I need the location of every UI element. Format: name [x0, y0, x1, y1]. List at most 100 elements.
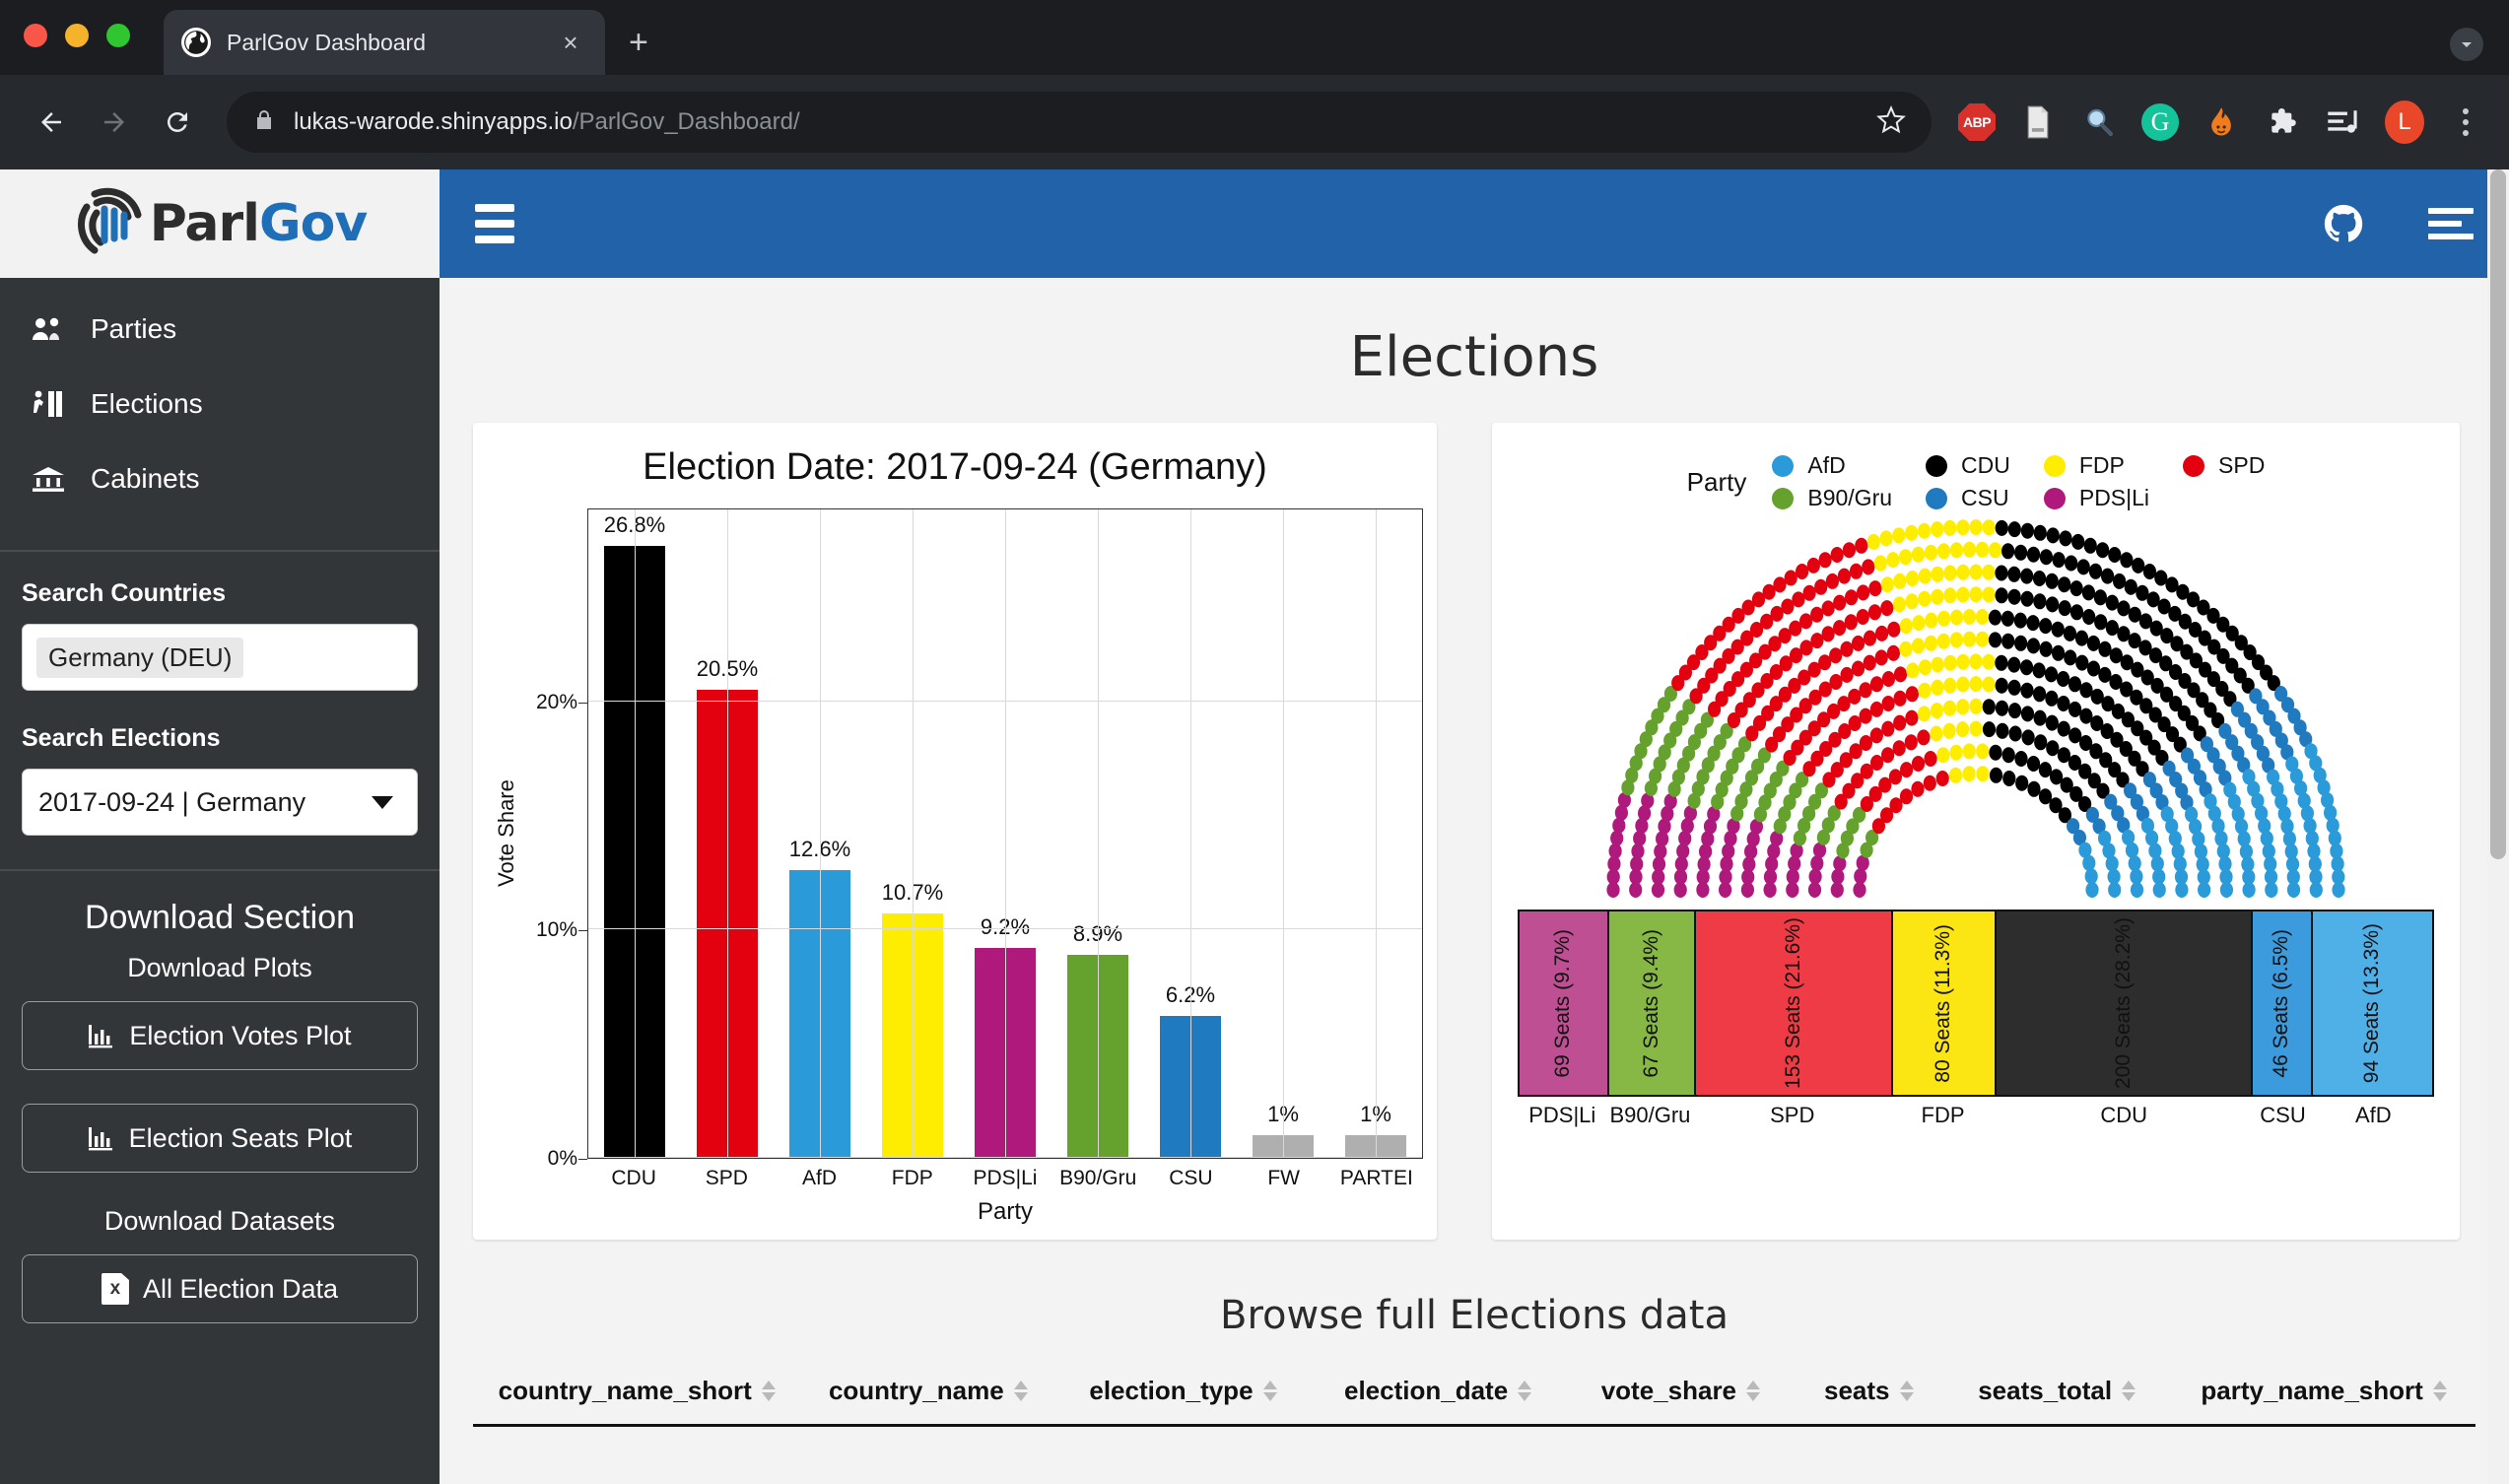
- parliament-seat: [1806, 557, 1820, 573]
- hamburger-icon[interactable]: [475, 204, 514, 243]
- seat-segment-label: 46 Seats (6.5%): [2270, 928, 2293, 1078]
- back-icon[interactable]: [24, 95, 79, 150]
- search-elections-select[interactable]: 2017-09-24 | Germany: [22, 769, 418, 836]
- sort-arrows-icon[interactable]: [2432, 1381, 2447, 1401]
- table-column-header[interactable]: seats_total: [1941, 1376, 2172, 1406]
- parliament-seat: [2204, 702, 2217, 718]
- sort-arrows-icon[interactable]: [1899, 1381, 1914, 1401]
- minimize-window-button[interactable]: [65, 24, 89, 47]
- table-column-header[interactable]: seats: [1796, 1376, 1941, 1406]
- parliament-seat: [1918, 522, 1932, 539]
- parliament-seat: [1760, 613, 1774, 630]
- profile-avatar[interactable]: L: [2385, 101, 2424, 144]
- download-all-election-data-button[interactable]: x All Election Data: [22, 1254, 418, 1323]
- parliament-seat: [2280, 744, 2294, 761]
- browser-tab[interactable]: ParlGov Dashboard ×: [164, 10, 605, 75]
- parliament-seat: [2332, 882, 2345, 898]
- table-column-header[interactable]: election_type: [1055, 1376, 1311, 1406]
- parliament-seat: [2286, 882, 2301, 898]
- sort-arrows-icon[interactable]: [1746, 1381, 1761, 1401]
- new-tab-button[interactable]: +: [629, 24, 648, 61]
- parliament-seat: [2111, 703, 2125, 719]
- parliament-seat: [2065, 555, 2078, 572]
- close-window-button[interactable]: [24, 24, 47, 47]
- puzzle-extension-icon[interactable]: [2263, 102, 2302, 142]
- parliament-seat: [2098, 830, 2112, 846]
- github-icon[interactable]: [2324, 204, 2363, 243]
- election-filter: Search Elections 2017-09-24 | Germany: [0, 691, 440, 836]
- parliament-seat: [2193, 725, 2206, 742]
- parliament-seat: [1633, 830, 1647, 846]
- fire-face-icon[interactable]: [2202, 102, 2241, 142]
- table-column-header[interactable]: vote_share: [1565, 1376, 1796, 1406]
- magnifier-icon[interactable]: [2079, 102, 2119, 142]
- y-tick-label: 10%: [535, 918, 588, 942]
- download-datasets-label: Download Datasets: [103, 1206, 336, 1236]
- parliament-seat: [1791, 739, 1804, 756]
- parliament-seat: [1918, 682, 1932, 699]
- adblock-plus-icon[interactable]: ABP: [1957, 102, 1997, 142]
- parliament-seat: [1995, 654, 2008, 671]
- parliament-seat: [2083, 537, 2097, 554]
- parliament-seat: [2067, 818, 2080, 835]
- maximize-window-button[interactable]: [106, 24, 130, 47]
- sort-arrows-icon[interactable]: [761, 1381, 776, 1401]
- parliament-seat: [2294, 780, 2308, 796]
- bar-value-label: 26.8%: [603, 512, 666, 538]
- parliament-seat: [1769, 696, 1783, 712]
- parliament-seat: [2303, 818, 2317, 834]
- table-column-header[interactable]: party_name_short: [2172, 1376, 2475, 1406]
- table-column-header[interactable]: country_name: [801, 1376, 1056, 1406]
- parliament-seat: [2231, 745, 2245, 762]
- parliament-seat: [2057, 671, 2070, 687]
- download-seats-plot-button[interactable]: Election Seats Plot: [22, 1104, 418, 1173]
- parliament-seat: [2138, 613, 2152, 630]
- align-left-icon[interactable]: [2428, 208, 2474, 239]
- seat-segment-party: B90/Gru: [1609, 1103, 1691, 1127]
- document-icon[interactable]: [2018, 102, 2058, 142]
- table-column-header[interactable]: country_name_short: [473, 1376, 801, 1406]
- bookmark-star-icon[interactable]: [1876, 104, 1906, 140]
- seat-segment-party: CDU: [2100, 1103, 2148, 1127]
- parliament-seat: [2321, 792, 2335, 808]
- parliament-seat: [2277, 805, 2291, 822]
- gridline-v: [1098, 509, 1099, 1158]
- country-token[interactable]: Germany (DEU): [36, 637, 244, 678]
- parliament-seat: [1969, 720, 1983, 737]
- grammarly-icon[interactable]: G: [2140, 102, 2180, 142]
- parliament-seat: [1720, 855, 1733, 872]
- parliament-seat: [1621, 779, 1635, 796]
- parliament-seat: [1810, 606, 1824, 623]
- sidebar-item-cabinets[interactable]: Cabinets: [0, 441, 440, 516]
- sidebar-item-parties[interactable]: Parties: [0, 292, 440, 367]
- chevron-down-icon[interactable]: [2450, 28, 2483, 61]
- browser-menu-icon[interactable]: [2446, 108, 2485, 136]
- scrollbar-thumb[interactable]: [2490, 169, 2506, 859]
- parliament-seat: [2289, 768, 2303, 784]
- parliament-seat: [1924, 635, 1937, 651]
- parliament-seat: [2014, 544, 2028, 561]
- sidebar-item-elections[interactable]: Elections: [0, 367, 440, 441]
- sort-arrows-icon[interactable]: [1518, 1381, 1532, 1401]
- tab-title: ParlGov Dashboard: [227, 29, 426, 55]
- reload-icon[interactable]: [150, 95, 205, 150]
- address-bar[interactable]: lukas-warode.shinyapps.io/ParlGov_Dashbo…: [227, 92, 1932, 153]
- parliament-seat: [2176, 583, 2190, 600]
- table-column-header[interactable]: election_date: [1311, 1376, 1566, 1406]
- parliament-seat: [1880, 576, 1894, 593]
- parliament-seat: [1731, 671, 1745, 688]
- parliament-seat: [2260, 830, 2273, 846]
- forward-icon[interactable]: [87, 95, 142, 150]
- sort-arrows-icon[interactable]: [1262, 1381, 1277, 1401]
- download-votes-plot-button[interactable]: Election Votes Plot: [22, 1001, 418, 1070]
- sort-arrows-icon[interactable]: [2122, 1381, 2136, 1401]
- parliament-seat: [2082, 854, 2096, 871]
- playlist-music-icon[interactable]: [2324, 102, 2363, 142]
- parliament-seat: [1833, 620, 1847, 637]
- parliament-seat: [1860, 796, 1873, 812]
- sort-arrows-icon[interactable]: [1013, 1381, 1028, 1401]
- close-tab-button[interactable]: ×: [563, 28, 578, 57]
- search-countries-input[interactable]: Germany (DEU): [22, 624, 418, 691]
- seat-segment: 46 Seats (6.5%): [2252, 911, 2313, 1095]
- page-scrollbar[interactable]: [2487, 169, 2509, 1484]
